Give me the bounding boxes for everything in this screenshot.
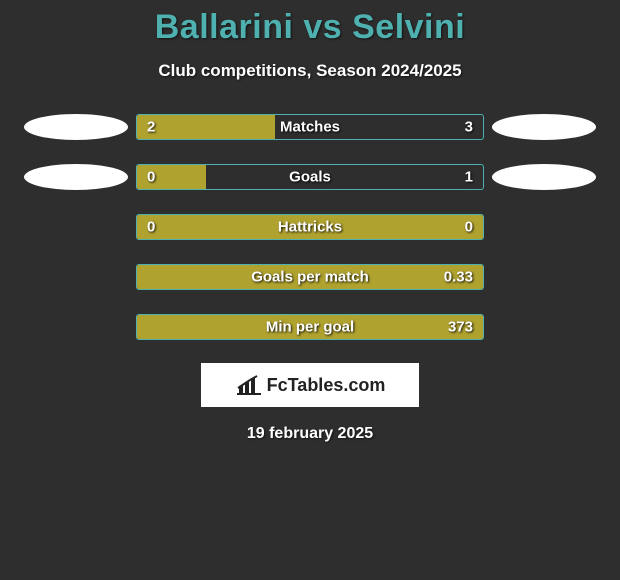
page-subtitle: Club competitions, Season 2024/2025 (0, 61, 620, 81)
stat-row: Hattricks 0 0 (0, 213, 620, 241)
left-team-icon-slot (16, 114, 136, 140)
left-team-icon-slot (16, 164, 136, 190)
team-ellipse-icon (24, 164, 128, 190)
stat-value-right: 1 (465, 169, 473, 186)
stat-label: Hattricks (278, 219, 342, 236)
stat-value-right: 3 (465, 119, 473, 136)
stat-value-left: 0 (147, 169, 155, 186)
team-ellipse-icon (492, 164, 596, 190)
stat-bar: Matches 2 3 (136, 114, 484, 140)
stat-label: Matches (280, 119, 340, 136)
team-ellipse-icon (492, 114, 596, 140)
stat-value-left: 2 (147, 119, 155, 136)
stat-value-right: 0 (465, 219, 473, 236)
stat-bar-left-fill (137, 115, 275, 139)
stat-row: Matches 2 3 (0, 113, 620, 141)
stat-rows: Matches 2 3 Goals 0 1 Hattricks 0 0 Goals per mat… (0, 113, 620, 341)
stat-bar: Hattricks 0 0 (136, 214, 484, 240)
branding-text: FcTables.com (267, 375, 386, 396)
stat-bar: Min per goal 373 (136, 314, 484, 340)
branding-box: FcTables.com (201, 363, 419, 407)
footer-date: 19 february 2025 (0, 425, 620, 443)
stat-row: Min per goal 373 (0, 313, 620, 341)
stat-bar: Goals per match 0.33 (136, 264, 484, 290)
stat-bar: Goals 0 1 (136, 164, 484, 190)
stat-row: Goals 0 1 (0, 163, 620, 191)
stat-value-right: 373 (448, 319, 473, 336)
stat-row: Goals per match 0.33 (0, 263, 620, 291)
comparison-infographic: Ballarini vs Selvini Club competitions, … (0, 0, 620, 443)
right-team-icon-slot (484, 114, 604, 140)
stat-value-left: 0 (147, 219, 155, 236)
stat-bar-right-fill (206, 165, 483, 189)
page-title: Ballarini vs Selvini (0, 8, 620, 47)
stat-label: Min per goal (266, 319, 354, 336)
stat-value-right: 0.33 (444, 269, 473, 286)
stat-label: Goals (289, 169, 331, 186)
right-team-icon-slot (484, 164, 604, 190)
stat-label: Goals per match (251, 269, 369, 286)
bar-chart-icon (235, 374, 263, 396)
team-ellipse-icon (24, 114, 128, 140)
